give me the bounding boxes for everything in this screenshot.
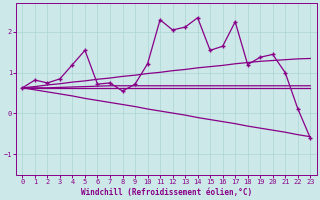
X-axis label: Windchill (Refroidissement éolien,°C): Windchill (Refroidissement éolien,°C) [81,188,252,197]
